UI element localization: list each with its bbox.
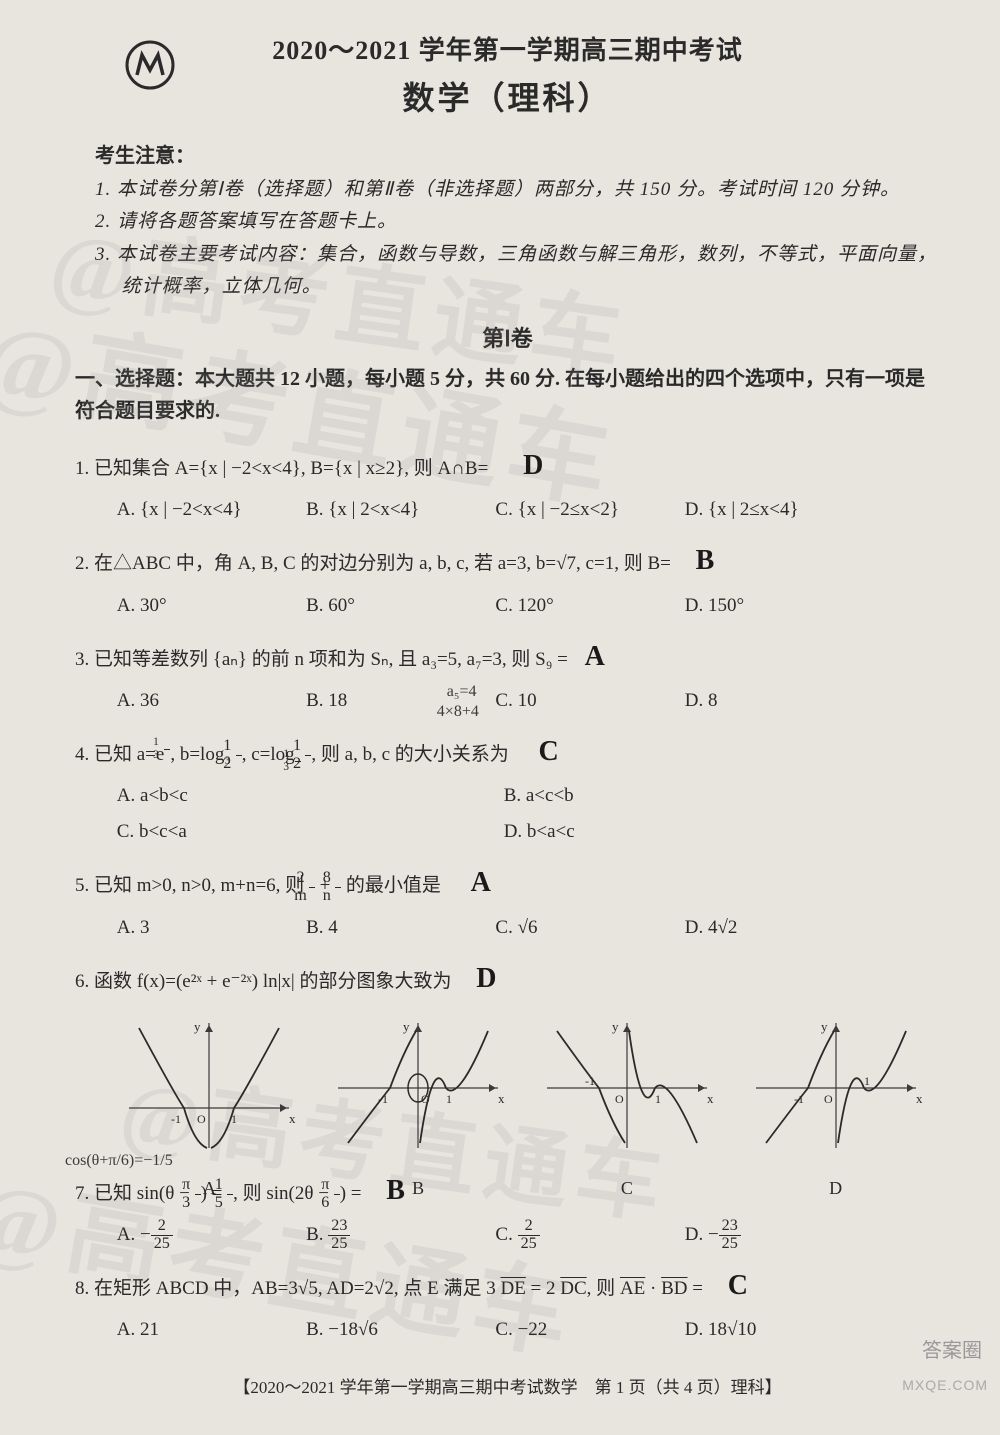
question-5: 5. 已知 m>0, n>0, m+n=6, 则 2m + 8n 的最小值是 A… — [75, 856, 940, 945]
svg-text:x: x — [289, 1111, 296, 1126]
corner-url: MXQE.COM — [902, 1377, 988, 1393]
option-c: C. 10 — [495, 683, 676, 719]
question-4: 4. 已知 a=e13, b=log₃ 12, c=log13 12, 则 a,… — [75, 725, 940, 850]
option-c: C. √6 — [495, 910, 676, 946]
q-num: 6. — [75, 971, 89, 992]
hand-answer: C — [539, 736, 559, 767]
graph-a: x y O -1 1 A — [119, 1013, 299, 1158]
question-8: 8. 在矩形 ABCD 中，AB=3√5, AD=2√2, 点 E 满足 3 D… — [75, 1259, 940, 1348]
hand-answer: D — [523, 450, 543, 481]
option-d: D. 4√2 — [685, 910, 866, 946]
svg-text:-1: -1 — [378, 1092, 388, 1106]
hand-answer: B — [696, 545, 715, 576]
svg-text:y: y — [821, 1019, 828, 1034]
title-year: 2020～2021 学年第一学期高三期中考试 — [75, 30, 940, 67]
q-stem: 已知 a=e13, b=log₃ 12, c=log13 12, 则 a, b,… — [94, 744, 509, 765]
hand-answer: D — [476, 963, 496, 994]
q-stem: 在△ABC 中，角 A, B, C 的对边分别为 a, b, c, 若 a=3,… — [94, 553, 671, 574]
svg-text:1: 1 — [446, 1092, 452, 1106]
option-b: B. 60° — [306, 588, 487, 624]
option-c: C. 120° — [495, 588, 676, 624]
q-num: 8. — [75, 1278, 89, 1299]
svg-text:y: y — [612, 1019, 619, 1034]
graph-row: x y O -1 1 A x y O -1 1 — [105, 1013, 940, 1158]
option-c: C. 225 — [495, 1217, 676, 1253]
svg-text:x: x — [916, 1091, 923, 1106]
svg-text:1: 1 — [655, 1092, 661, 1106]
q-stem: 函数 f(x)=(e²ˣ + e⁻²ˣ) ln|x| 的部分图象大致为 — [94, 971, 451, 992]
q-stem: 已知集合 A={x | −2<x<4}, B={x | x≥2}, 则 A∩B= — [94, 458, 488, 479]
part-title: 第Ⅰ卷 — [75, 321, 940, 353]
option-c: C. −22 — [495, 1312, 676, 1348]
svg-text:x: x — [498, 1091, 505, 1106]
hand-answer: B — [386, 1175, 405, 1206]
option-b: B. −18√6 — [306, 1312, 487, 1348]
corner-brand: 答案圈 — [922, 1334, 982, 1363]
notice-item: 2. 请将各题答案填写在答题卡上。 — [122, 206, 940, 238]
option-d: D. 150° — [685, 588, 866, 624]
q-stem: 在矩形 ABCD 中，AB=3√5, AD=2√2, 点 E 满足 3 DE =… — [94, 1278, 703, 1299]
option-a: A. −225 — [117, 1217, 298, 1253]
option-a: A. a<b<c — [117, 778, 504, 814]
svg-text:x: x — [707, 1091, 714, 1106]
notice-block: 考生注意： 1. 本试卷分第Ⅰ卷（选择题）和第Ⅱ卷（非选择题）两部分，共 150… — [95, 139, 940, 303]
notice-heading: 考生注意： — [95, 139, 940, 168]
q-num: 7. — [75, 1183, 89, 1204]
q-num: 5. — [75, 875, 89, 896]
footer-text: 【2020～2021 学年第一学期高三期中考试数学 第 1 页（共 4 页）理科… — [193, 1370, 821, 1401]
option-a: A. 36 — [117, 683, 298, 719]
option-a: A. 3 — [117, 910, 298, 946]
q-stem: 已知 m>0, n>0, m+n=6, 则 2m + 8n 的最小值是 — [94, 875, 441, 896]
q-stem: 已知 sin(θ − π3) = 15, 则 sin(2θ − π6) = — [94, 1183, 362, 1204]
svg-text:O: O — [197, 1112, 206, 1126]
option-a: A. {x | −2<x<4} — [117, 492, 298, 528]
notice-item: 1. 本试卷分第Ⅰ卷（选择题）和第Ⅱ卷（非选择题）两部分，共 150 分。考试时… — [122, 174, 940, 206]
hand-answer: A — [471, 867, 491, 898]
q-stem: 已知等差数列 {aₙ} 的前 n 项和为 Sₙ, 且 a₃=5, a₇=3, 则… — [94, 649, 568, 670]
q-num: 4. — [75, 744, 89, 765]
svg-text:O: O — [615, 1092, 624, 1106]
hand-note: 4×8+4 — [437, 697, 479, 727]
option-b: B. {x | 2<x<4} — [306, 492, 487, 528]
option-d: D. 18√10 — [685, 1312, 866, 1348]
hand-answer: A — [585, 641, 605, 672]
option-b: B. a<c<b — [504, 778, 891, 814]
hand-note: cos(θ+π/6)=−1/5 — [65, 1146, 173, 1176]
question-2: 2. 在△ABC 中，角 A, B, C 的对边分别为 a, b, c, 若 a… — [75, 534, 940, 623]
footer: 【2020～2021 学年第一学期高三期中考试数学 第 1 页（共 4 页）理科… — [75, 1370, 940, 1401]
option-d: D. {x | 2≤x<4} — [685, 492, 866, 528]
question-7: cos(θ+π/6)=−1/5 7. 已知 sin(θ − π3) = 15, … — [75, 1164, 940, 1253]
option-b: B. 2325 — [306, 1217, 487, 1253]
svg-text:1: 1 — [864, 1074, 870, 1088]
option-d: D. b<a<c — [504, 814, 891, 850]
option-d: D. 8 — [685, 683, 866, 719]
question-1: 1. 已知集合 A={x | −2<x<4}, B={x | x≥2}, 则 A… — [75, 439, 940, 528]
option-c: C. b<c<a — [117, 814, 504, 850]
logo-icon — [125, 40, 175, 90]
graph-d: x y O -1 1 D — [746, 1013, 926, 1158]
section-instruction: 一、选择题：本大题共 12 小题，每小题 5 分，共 60 分. 在每小题给出的… — [75, 363, 940, 427]
option-a: A. 21 — [117, 1312, 298, 1348]
q-num: 2. — [75, 553, 89, 574]
option-b: B. 4 — [306, 910, 487, 946]
svg-text:-1: -1 — [171, 1112, 181, 1126]
question-3: 3. 已知等差数列 {aₙ} 的前 n 项和为 Sₙ, 且 a₃=5, a₇=3… — [75, 630, 940, 719]
q-num: 1. — [75, 458, 89, 479]
q-num: 3. — [75, 649, 89, 670]
svg-text:y: y — [194, 1019, 201, 1034]
graph-b: x y O -1 1 B — [328, 1013, 508, 1158]
svg-text:y: y — [403, 1019, 410, 1034]
option-a: A. 30° — [117, 588, 298, 624]
hand-answer: C — [728, 1270, 748, 1301]
notice-item: 3. 本试卷主要考试内容：集合，函数与导数，三角函数与解三角形，数列，不等式，平… — [122, 239, 940, 304]
graph-c: x y O -1 1 C — [537, 1013, 717, 1158]
header: 2020～2021 学年第一学期高三期中考试 数学（理科） — [75, 30, 940, 119]
option-c: C. {x | −2≤x<2} — [495, 492, 676, 528]
option-d: D. −2325 — [685, 1217, 866, 1253]
question-6: 6. 函数 f(x)=(e²ˣ + e⁻²ˣ) ln|x| 的部分图象大致为 D… — [75, 952, 940, 1158]
svg-text:O: O — [824, 1092, 833, 1106]
title-subject: 数学（理科） — [75, 73, 940, 119]
